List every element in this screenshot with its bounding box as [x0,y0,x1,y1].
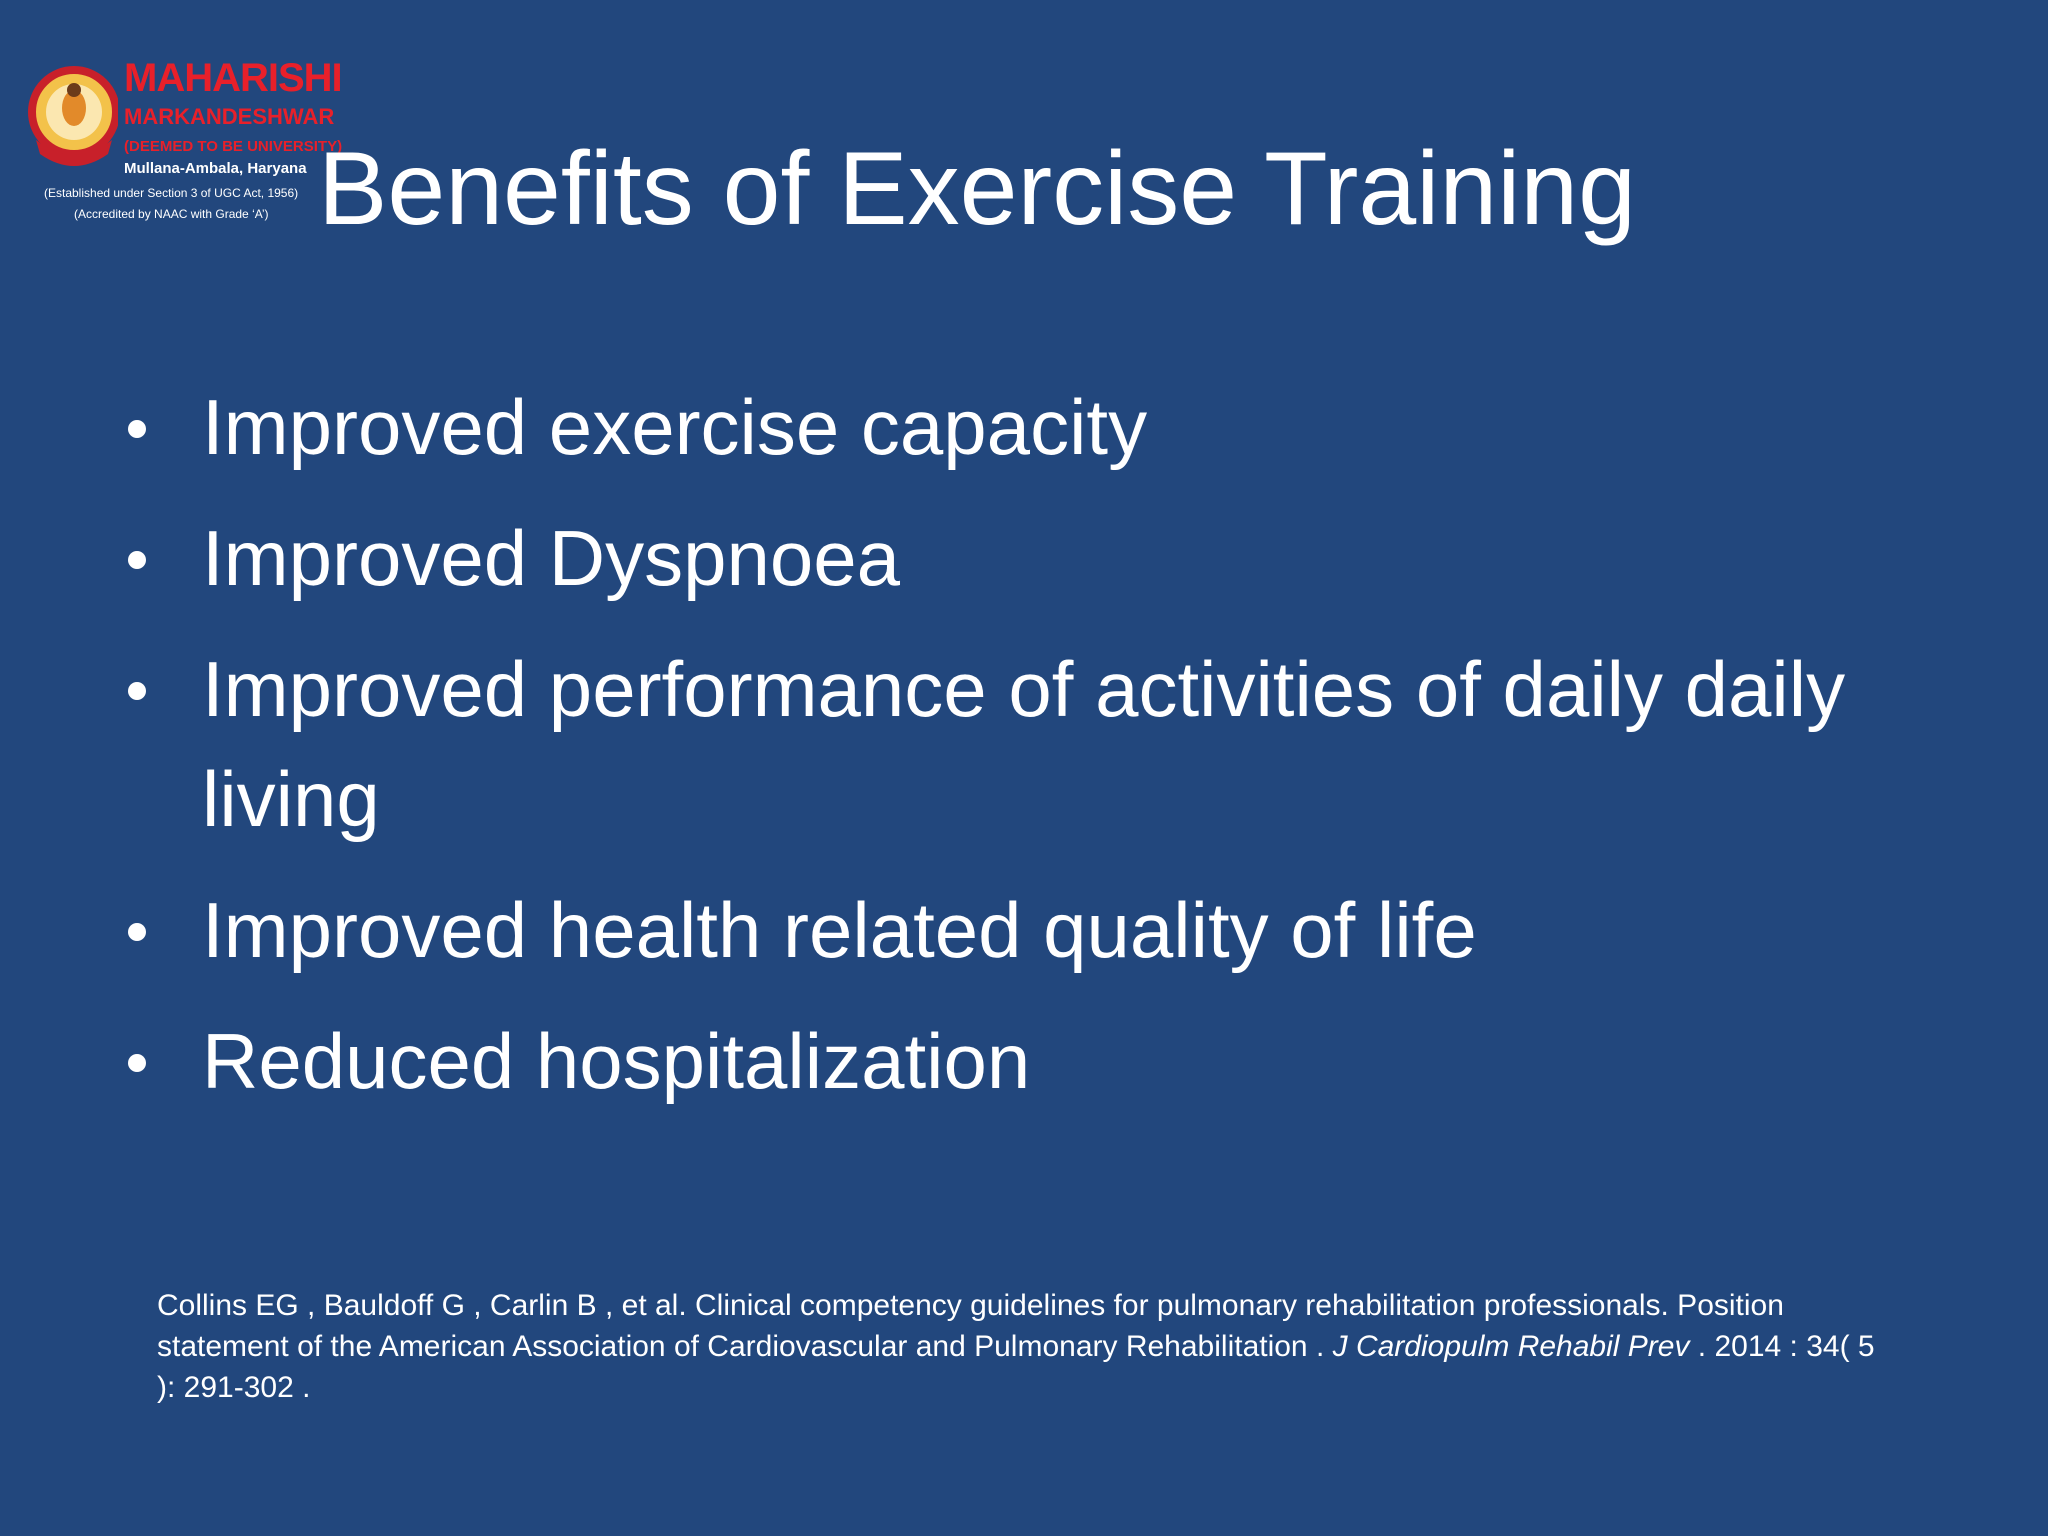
logo-status: (DEEMED TO BE UNIVERSITY) [124,138,343,155]
logo-accredited: (Accredited by NAAC with Grade ‘A’) [74,207,269,221]
bullet-item: Improved health related quality of life [125,875,1892,985]
bullet-item: Improved performance of activities of da… [125,634,1892,854]
citation-journal: J Cardiopulm Rehabil Prev [1332,1330,1690,1363]
logo-emblem [28,66,118,166]
logo-location: Mullana-Ambala, Haryana [124,160,307,177]
bullet-list: Improved exercise capacity Improved Dyspn… [125,372,1905,1137]
citation-text: . 2014 : 34( 5 ): 291-302 . [157,1330,1883,1404]
logo-name: MAHARISHI [124,56,343,100]
citation-text: Collins EG , Bauldoff G , Carlin B , et … [157,1289,1793,1363]
slide-title: Benefits of Exercise Training [318,131,1636,247]
bullet-item: Improved exercise capacity [125,372,1892,482]
citation: Collins EG , Bauldoff G , Carlin B , et … [157,1285,1897,1408]
logo-name2: MARKANDESHWAR [124,104,335,129]
bullet-item: Reduced hospitalization [125,1006,1892,1116]
logo-established: (Established under Section 3 of UGC Act,… [44,186,299,200]
bullet-item: Improved Dyspnoea [125,503,1892,613]
